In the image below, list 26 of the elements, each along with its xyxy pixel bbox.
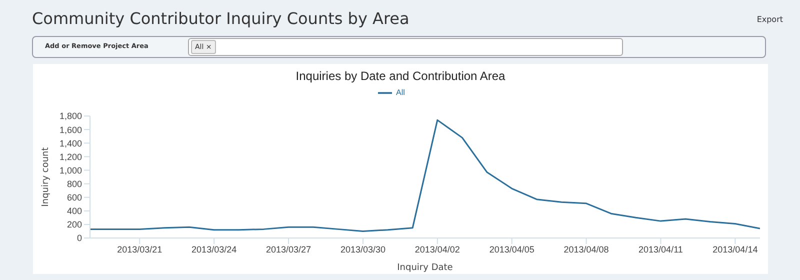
y-tick-label: 200: [66, 220, 82, 230]
x-axis-title: Inquiry Date: [397, 263, 454, 273]
x-tick-label: 2013/04/11: [638, 244, 683, 254]
y-tick-label: 1,400: [59, 138, 82, 148]
chart-subtitle: Inquiries by Date and Contribution Area: [294, 69, 506, 83]
x-tick-label: 2013/03/21: [117, 244, 162, 254]
y-tick-label: 1,800: [59, 111, 82, 122]
x-tick-label: 2013/04/05: [489, 244, 534, 254]
y-axis-title: Inquiry count: [41, 146, 52, 207]
line-series: [90, 119, 760, 232]
chart-title: Community Contributor Inquiry Counts by Area: [32, 9, 410, 28]
x-tick-label: 2013/03/27: [266, 244, 312, 254]
text: Export: [756, 15, 783, 24]
x-tick-label: 2013/03/24: [192, 244, 237, 254]
x-tick-label: 2013/03/30: [340, 244, 386, 254]
y-tick-label: 1,000: [59, 165, 82, 176]
x-tick-label: 2013/04/08: [564, 244, 609, 254]
legend-label: All: [396, 88, 405, 98]
y-tick-label: 400: [66, 206, 82, 216]
x-tick-label: 2013/04/14: [712, 244, 758, 254]
y-tick-label: 1,200: [59, 152, 82, 162]
y-tick-label: 0: [76, 233, 82, 244]
y-tick-label: 1,600: [59, 124, 82, 135]
y-tick-label: 800: [66, 178, 82, 189]
x-tick-label: 2013/04/02: [414, 244, 460, 254]
y-tick-label: 600: [66, 192, 82, 203]
